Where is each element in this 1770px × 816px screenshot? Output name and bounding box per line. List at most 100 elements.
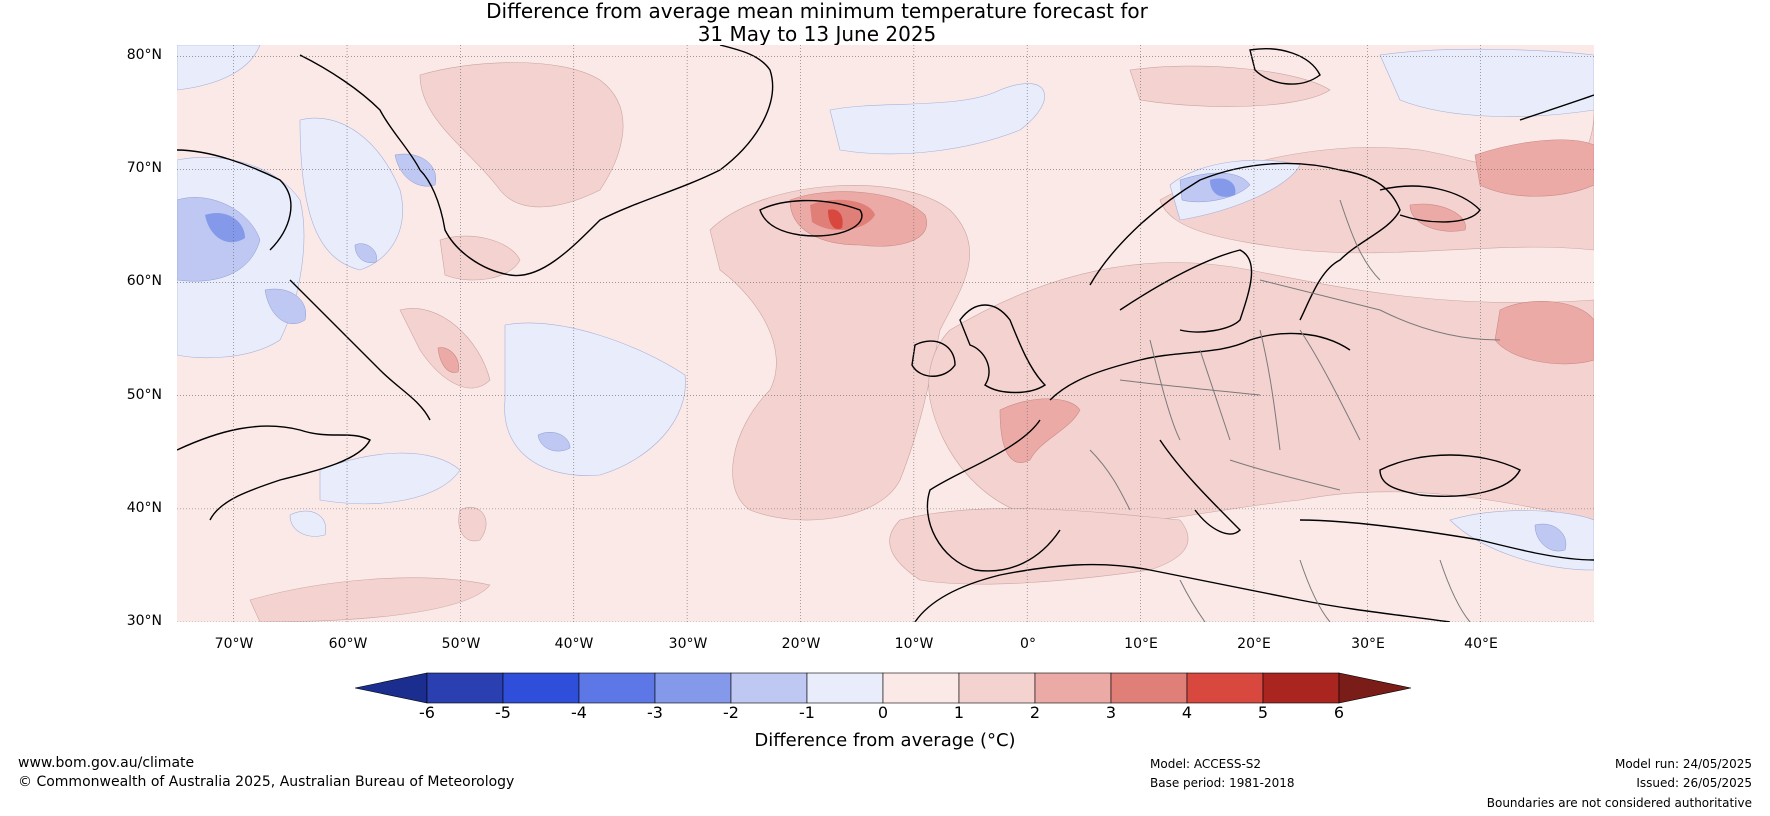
cool-core-baffin bbox=[177, 197, 261, 282]
colorbar-cell bbox=[654, 672, 732, 704]
border-8 bbox=[1229, 459, 1341, 491]
coastline-eastern-med bbox=[1299, 519, 1594, 561]
colorbar-cell bbox=[882, 672, 960, 704]
cool-region-us-east bbox=[289, 510, 327, 537]
border-3 bbox=[1199, 349, 1231, 441]
colorbar-extend-high bbox=[1338, 672, 1412, 704]
coastline-svalbard bbox=[1249, 48, 1321, 85]
website-link[interactable]: www.bom.gov.au/climate bbox=[18, 755, 195, 771]
border-1 bbox=[1149, 339, 1181, 441]
lat-label: 50°N bbox=[126, 387, 162, 403]
colorbar-tick: -5 bbox=[495, 703, 511, 722]
model-name: Model: ACCESS-S2 bbox=[1150, 757, 1262, 771]
coastlines bbox=[177, 45, 1594, 622]
colorbar-cell bbox=[578, 672, 656, 704]
colorbar-tick: -3 bbox=[647, 703, 663, 722]
coastline-labrador bbox=[289, 279, 431, 421]
lat-label: 40°N bbox=[126, 500, 162, 516]
border-9 bbox=[1339, 199, 1381, 281]
colorbar-cell bbox=[1262, 672, 1340, 704]
coastline-italy bbox=[1159, 439, 1241, 535]
cool-core-baffin-small bbox=[354, 243, 377, 263]
colorbar-tick: -6 bbox=[419, 703, 435, 722]
colorbar-extend-low bbox=[354, 672, 428, 704]
colorbar-cell bbox=[730, 672, 808, 704]
warm-region-labrador-sea bbox=[439, 235, 521, 281]
map-field bbox=[177, 45, 1594, 622]
boundaries-disclaimer: Boundaries are not considered authoritat… bbox=[1486, 796, 1752, 810]
colorbar-tick: 6 bbox=[1333, 703, 1345, 722]
coastline-uk bbox=[959, 304, 1047, 394]
colorbar-tick: 0 bbox=[877, 703, 889, 722]
lon-label: 70°W bbox=[214, 636, 254, 652]
colorbar-label: Difference from average (°C) bbox=[754, 730, 1016, 751]
map-title: Difference from average mean minimum tem… bbox=[0, 0, 1634, 46]
lon-label: 40°W bbox=[554, 636, 594, 652]
coastline-sweden-baltic bbox=[1119, 249, 1253, 333]
warm-region-europe bbox=[928, 262, 1594, 524]
coastline-greenland-west bbox=[299, 54, 421, 171]
map-title-line2: 31 May to 13 June 2025 bbox=[697, 22, 937, 46]
coastline-iceland bbox=[759, 199, 863, 237]
lon-label: 10°W bbox=[894, 636, 934, 652]
lon-label: 20°W bbox=[781, 636, 821, 652]
cool-region-arctic-west bbox=[177, 45, 261, 91]
warm-core-iceland-4to5 bbox=[828, 209, 843, 230]
copyright-text: © Commonwealth of Australia 2025, Austra… bbox=[18, 774, 515, 790]
cool-core-greenland bbox=[394, 153, 437, 187]
issued-date: Issued: 26/05/2025 bbox=[1636, 776, 1752, 790]
coastline-scandinavia bbox=[1089, 162, 1401, 321]
base-period: Base period: 1981-2018 bbox=[1150, 776, 1295, 790]
cool-region-greenland-west bbox=[299, 117, 403, 271]
coastline-north-america bbox=[177, 425, 371, 521]
colorbar-cell bbox=[426, 672, 504, 704]
coastline-baffin bbox=[177, 149, 292, 251]
colorbar-tick: 5 bbox=[1257, 703, 1269, 722]
colorbar-tick: -4 bbox=[571, 703, 587, 722]
warm-region-southwest bbox=[249, 577, 491, 622]
colorbar-cell bbox=[502, 672, 580, 704]
warm-region-azores bbox=[458, 507, 487, 542]
lon-label: 60°W bbox=[328, 636, 368, 652]
border-5 bbox=[1299, 329, 1361, 441]
lon-label: 40°E bbox=[1464, 636, 1498, 652]
cool-core-turkey bbox=[1534, 523, 1567, 552]
colorbar-tick: 3 bbox=[1105, 703, 1117, 722]
border-10 bbox=[1179, 579, 1206, 622]
border-2 bbox=[1119, 379, 1261, 396]
colorbar-tick: 4 bbox=[1181, 703, 1193, 722]
cool-region-barents-north bbox=[1379, 48, 1594, 117]
lon-label: 30°W bbox=[668, 636, 708, 652]
graticule bbox=[177, 45, 1594, 622]
coastline-north-africa bbox=[914, 563, 1451, 622]
lon-label: 30°E bbox=[1351, 636, 1385, 652]
cool-core-baffin-deep bbox=[205, 212, 245, 243]
lat-label: 30°N bbox=[126, 613, 162, 629]
border-7 bbox=[1089, 449, 1131, 511]
coastline-novaya-zemlya bbox=[1519, 94, 1594, 121]
border-12 bbox=[1439, 559, 1471, 622]
colorbar-tick: 2 bbox=[1029, 703, 1041, 722]
colorbar-tick: -1 bbox=[799, 703, 815, 722]
lat-label: 80°N bbox=[126, 47, 162, 63]
lat-label: 60°N bbox=[126, 273, 162, 289]
lon-label: 10°E bbox=[1124, 636, 1158, 652]
warm-core-russia-mid bbox=[1494, 301, 1594, 365]
cool-region-turkey bbox=[1449, 510, 1594, 571]
colorbar-cell bbox=[958, 672, 1036, 704]
cool-region-newfoundland-south bbox=[319, 452, 461, 505]
warm-core-newfoundland bbox=[437, 347, 460, 373]
lon-label: 50°W bbox=[441, 636, 481, 652]
coastline-kola bbox=[1379, 185, 1481, 223]
map-title-line1: Difference from average mean minimum tem… bbox=[486, 0, 1148, 23]
coastline-western-europe bbox=[1049, 332, 1351, 401]
warm-core-biscay bbox=[999, 398, 1081, 463]
lon-label: 20°E bbox=[1237, 636, 1271, 652]
warm-region-barents bbox=[1129, 65, 1331, 107]
warm-region-iceland bbox=[709, 185, 970, 521]
warm-region-north-atlantic bbox=[419, 62, 624, 208]
border-6 bbox=[1259, 279, 1501, 341]
lon-label: 0° bbox=[1020, 636, 1036, 652]
